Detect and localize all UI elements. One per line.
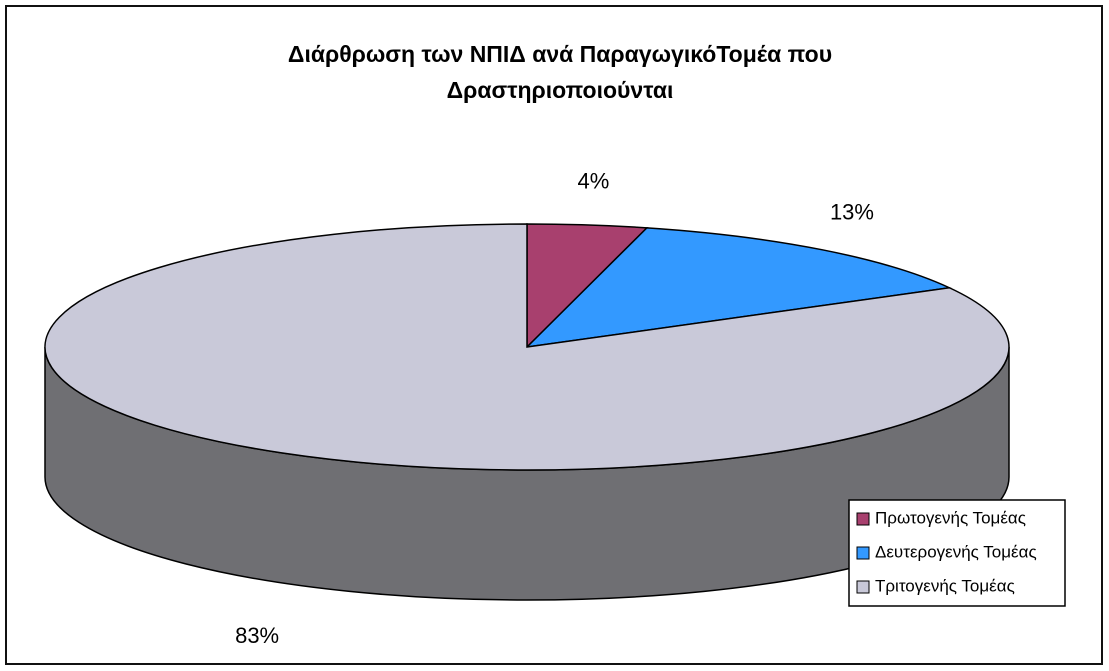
- legend-label: Δευτερογενής Τομέας: [875, 542, 1037, 561]
- data-label: 13%: [830, 199, 874, 224]
- chart-title: Διάρθρωση των ΝΠΙΔ ανά ΠαραγωγικόΤομέα π…: [287, 41, 833, 103]
- pie-slice: [524, 227, 953, 349]
- legend-label: Πρωτογενής Τομέας: [875, 508, 1026, 527]
- data-label: 4%: [578, 168, 610, 193]
- legend-box: [848, 499, 1066, 607]
- legend-swatch: [856, 580, 870, 594]
- data-label: 83%: [235, 623, 279, 648]
- legend-swatch: [856, 512, 870, 526]
- pie-slice: [44, 223, 1010, 471]
- legend-label: Τριτογενής Τομέας: [875, 576, 1015, 595]
- legend-swatch: [856, 546, 870, 560]
